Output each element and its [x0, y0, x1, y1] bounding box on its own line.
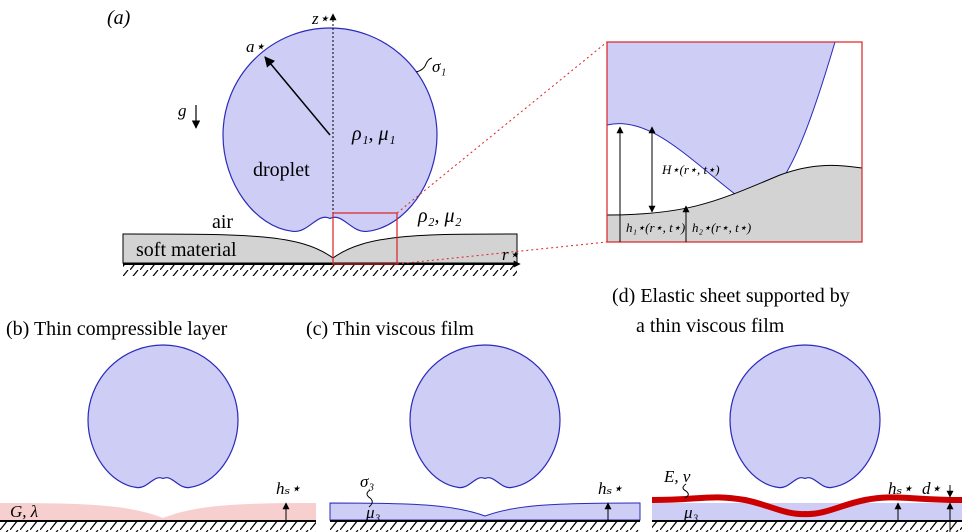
thickness-label: hₛ⋆ — [598, 479, 623, 498]
zoom-line — [396, 241, 608, 265]
tension-label: σ₁ — [432, 57, 446, 76]
droplet-shape — [410, 345, 560, 488]
panel-title: (b) Thin compressible layer — [6, 318, 228, 340]
droplet-shape — [730, 345, 880, 488]
inset-frame — [606, 41, 863, 243]
air-label: air — [212, 211, 233, 233]
material-label: soft material — [136, 239, 237, 261]
compressible-layer — [0, 503, 316, 520]
ground-hatch — [123, 264, 517, 276]
viscosity-label: μ₃ — [683, 503, 699, 522]
panel-label: (a) — [107, 7, 131, 29]
elastic-sheet — [651, 494, 962, 518]
sheet-leader — [682, 483, 689, 499]
panel-b: (b) Thin compressible layer G, λ hₛ⋆ — [0, 318, 316, 532]
ground-hatch — [330, 521, 640, 532]
H-label: H⋆(r⋆, t⋆) — [661, 162, 720, 177]
panel-c: (c) Thin viscous film σ₃ μ₃ hₛ⋆ — [306, 318, 641, 532]
axis-label: r⋆ — [502, 245, 520, 264]
panel-title: (d) Elastic sheet supported by — [612, 285, 850, 307]
h2-label: h₂⋆(r⋆, t⋆) — [692, 220, 751, 235]
ground-hatch — [652, 521, 962, 532]
h1-label: h₁⋆(r⋆, t⋆) — [626, 220, 685, 235]
droplet-shape — [88, 345, 238, 488]
radius-label: a⋆ — [246, 37, 266, 56]
zoom-box — [332, 212, 398, 265]
panel-title: (c) Thin viscous film — [306, 318, 474, 340]
material-label: G, λ — [10, 502, 38, 521]
thickness-label: hₛ⋆ — [888, 479, 913, 498]
viscosity-label: μ₃ — [365, 503, 381, 522]
droplet-shape — [223, 28, 437, 231]
axis-label: z⋆ — [311, 9, 330, 28]
tension-label: σ₃ — [360, 472, 374, 491]
thickness-label: hₛ⋆ — [276, 479, 301, 498]
material-surface — [606, 164, 863, 243]
droplet-label: droplet — [253, 159, 310, 181]
inset: H⋆(r⋆, t⋆) h₁⋆(r⋆, t⋆) h₂⋆(r⋆, t⋆) — [606, 41, 863, 243]
panel-title: a thin viscous film — [636, 315, 785, 337]
d-label: d⋆ — [922, 479, 942, 498]
panel-d: (d) Elastic sheet supported by a thin vi… — [612, 285, 962, 532]
zoom-line — [396, 41, 608, 214]
fluid-label: ρ₁, μ₁ — [351, 123, 396, 145]
gravity-label: g — [178, 101, 187, 120]
fluid-label: ρ₂, μ₂ — [417, 205, 462, 227]
panel-a: (a) z⋆ a⋆ σ₁ g ρ₁, μ₁ droplet air ρ₂, μ₂… — [107, 7, 608, 276]
ground-hatch — [0, 521, 316, 532]
modulus-label: E, ν — [663, 467, 691, 486]
sigma-leader — [366, 489, 373, 508]
radius-arrow — [264, 56, 331, 136]
sigma-leader — [415, 57, 433, 73]
